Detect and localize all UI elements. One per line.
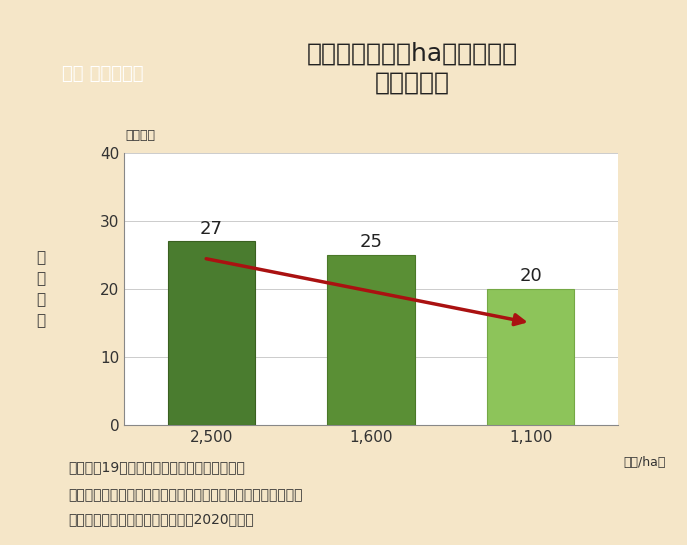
Text: （時間）: （時間） xyxy=(125,129,155,142)
Text: 委託事業報告書」（令和２（2020）年）: 委託事業報告書」（令和２（2020）年） xyxy=(69,512,254,526)
Text: 資料 特１－３１: 資料 特１－３１ xyxy=(63,64,144,83)
Text: 25: 25 xyxy=(359,233,383,251)
Bar xyxy=(486,289,574,425)
Text: 植栽密度ごとのha当たり下刈
り作業時間: 植栽密度ごとのha当たり下刈 り作業時間 xyxy=(306,41,518,95)
Text: 20: 20 xyxy=(519,268,542,286)
Bar xyxy=(168,241,256,425)
Bar xyxy=(327,255,415,425)
Text: 作
業
時
間: 作 業 時 間 xyxy=(36,250,46,328)
Text: 注：全国19か所における計測結果の平均値。: 注：全国19か所における計測結果の平均値。 xyxy=(69,461,245,475)
Text: 27: 27 xyxy=(200,220,223,238)
Text: 資料：林野庁「令和元年度低密度植栽技術の導入に向けた調査: 資料：林野庁「令和元年度低密度植栽技術の導入に向けた調査 xyxy=(69,488,303,502)
Text: （本/ha）: （本/ha） xyxy=(623,456,666,469)
